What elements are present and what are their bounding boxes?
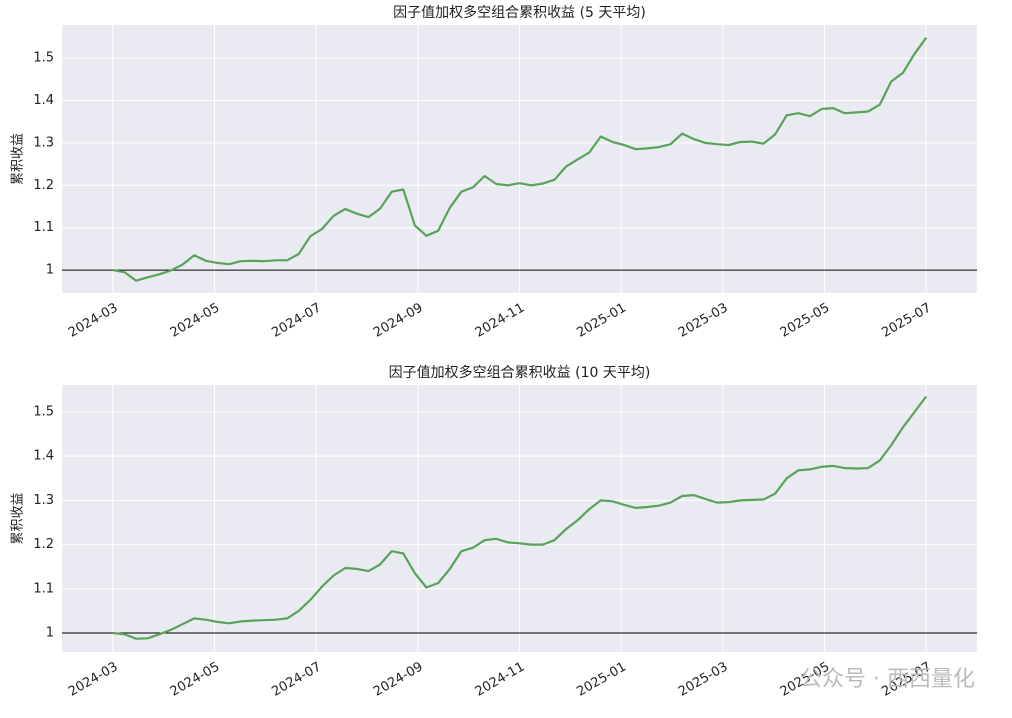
chart-title: 因子值加权多空组合累积收益 (10 天平均) [389,364,651,381]
y-tick-label: 1 [46,625,54,640]
y-tick-label: 1.2 [33,537,54,552]
y-tick-label: 1.4 [33,449,54,464]
y-tick-label: 1.4 [33,93,54,108]
x-tick-label: 2024-07 [269,660,324,700]
chart-title: 因子值加权多空组合累积收益 (5 天平均) [393,4,646,21]
y-tick-label: 1.1 [33,220,54,235]
y-tick-label: 1.5 [33,51,54,66]
x-tick-label: 2024-07 [269,301,324,341]
x-tick-label: 2025-05 [778,301,833,341]
y-axis-label: 累积收益 [11,133,26,185]
data-line [112,37,928,282]
x-tick-label: 2025-03 [676,301,731,341]
y-tick-label: 1.3 [33,135,54,150]
x-tick-label: 2024-09 [371,660,426,700]
x-tick-label: 2024-11 [473,301,528,341]
x-tick-label: 2025-01 [574,660,629,700]
x-tick-label: 2024-11 [473,660,528,700]
x-tick-label: 2025-03 [676,660,731,700]
y-tick-label: 1 [46,263,54,278]
x-tick-label: 2024-03 [66,301,121,341]
x-tick-label: 2025-07 [879,301,934,341]
y-tick-label: 1.2 [33,178,54,193]
x-tick-label: 2024-03 [66,660,121,700]
watermark: 公众号 · 西西量化 [800,667,975,692]
y-tick-label: 1.1 [33,581,54,596]
x-tick-label: 2025-01 [574,301,629,341]
y-tick-label: 1.3 [33,493,54,508]
y-tick-label: 1.5 [33,404,54,419]
y-axis-label: 累积收益 [11,492,26,544]
data-line [112,395,928,640]
x-tick-label: 2024-05 [168,301,223,341]
x-tick-label: 2024-09 [371,301,426,341]
x-tick-label: 2024-05 [168,660,223,700]
